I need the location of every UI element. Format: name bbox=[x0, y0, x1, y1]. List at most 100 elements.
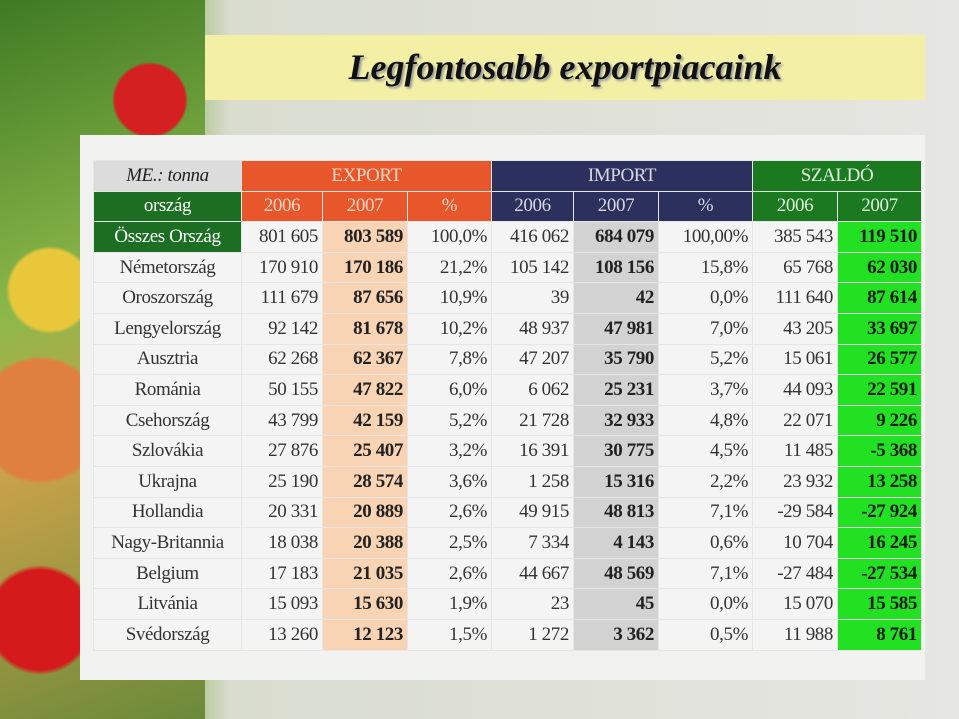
cell: 2,6% bbox=[407, 557, 492, 590]
cell: 43 205 bbox=[752, 312, 838, 345]
cell: 30 775 bbox=[573, 435, 659, 467]
cell: 2006 bbox=[752, 190, 838, 223]
cell: 22 591 bbox=[837, 374, 922, 406]
cell: 21,2% bbox=[407, 251, 492, 284]
cell: Hollandia bbox=[93, 496, 242, 529]
row: Ausztria 62 268 62 367 7,8% 47 207 35 790 5,2%… bbox=[93, 343, 922, 376]
cell: 1,5% bbox=[407, 618, 492, 651]
cell: 2006 bbox=[491, 190, 574, 223]
cell: 87 656 bbox=[322, 282, 408, 314]
row: Litvánia 15 093 15 630 1,9% 23 45 0,0% 15 070 15… bbox=[93, 588, 922, 620]
cell: 45 bbox=[573, 588, 659, 620]
cell: % bbox=[407, 190, 492, 223]
cell: 49 915 bbox=[491, 496, 574, 529]
row: Szlovákia 27 876 25 407 3,2% 16 391 30 775 4,5… bbox=[93, 435, 922, 467]
title-banner bbox=[205, 35, 925, 100]
cell: 48 813 bbox=[573, 496, 659, 529]
cell: 2007 bbox=[837, 190, 922, 223]
cell: 39 bbox=[491, 282, 574, 314]
cell: 803 589 bbox=[322, 221, 408, 253]
cell: 42 bbox=[573, 282, 659, 314]
cell: 13 260 bbox=[241, 618, 323, 651]
cell: 15 061 bbox=[752, 343, 838, 376]
cell: 44 093 bbox=[752, 374, 838, 406]
cell: Ausztria bbox=[93, 343, 242, 376]
cell: 0,0% bbox=[658, 588, 753, 620]
cell: 11 988 bbox=[752, 618, 838, 651]
row: Csehország 43 799 42 159 5,2% 21 728 32 933 4,… bbox=[93, 404, 922, 437]
cell: 5,2% bbox=[407, 404, 492, 437]
cell: -29 584 bbox=[752, 496, 838, 529]
cell: 2,5% bbox=[407, 527, 492, 559]
cell: 0,0% bbox=[658, 282, 753, 314]
cell: 3,7% bbox=[658, 374, 753, 406]
cell: 1 258 bbox=[491, 465, 574, 498]
group-header: IMPORT bbox=[491, 160, 753, 192]
row: Svédország 13 260 12 123 1,5% 1 272 3 362 0,5%… bbox=[93, 618, 922, 651]
cell: 15 585 bbox=[837, 588, 922, 620]
cell: -27 484 bbox=[752, 557, 838, 590]
cell: 4,5% bbox=[658, 435, 753, 467]
cell: Szlovákia bbox=[93, 435, 242, 467]
cell: 48 937 bbox=[491, 312, 574, 345]
cell: 15 070 bbox=[752, 588, 838, 620]
row: Németország 170 910 170 186 21,2% 105 142 108… bbox=[93, 251, 922, 284]
cell: 6 062 bbox=[491, 374, 574, 406]
cell: Csehország bbox=[93, 404, 242, 437]
row: Ukrajna 25 190 28 574 3,6% 1 258 15 316 2,2% 23… bbox=[93, 465, 922, 498]
cell: 20 388 bbox=[322, 527, 408, 559]
title: Legfontosabb exportpiacaink bbox=[348, 47, 782, 87]
cell: 16 391 bbox=[491, 435, 574, 467]
cell: Románia bbox=[93, 374, 242, 406]
cell: 47 207 bbox=[491, 343, 574, 376]
row: Oroszország 111 679 87 656 10,9% 39 42 0,0% 111… bbox=[93, 282, 922, 314]
cell: 7,1% bbox=[658, 557, 753, 590]
cell: 1,9% bbox=[407, 588, 492, 620]
cell: 20 331 bbox=[241, 496, 323, 529]
cell: 48 569 bbox=[573, 557, 659, 590]
cell: 416 062 bbox=[491, 221, 574, 253]
cell: 100,00% bbox=[658, 221, 753, 253]
cell: Összes Ország bbox=[93, 221, 242, 253]
cell: 33 697 bbox=[837, 312, 922, 345]
cell: 25 231 bbox=[573, 374, 659, 406]
row: Összes Ország 801 605 803 589 100,0% 416 062… bbox=[93, 221, 922, 253]
row: Lengyelország 92 142 81 678 10,2% 48 937 47 9… bbox=[93, 312, 922, 345]
cell: 4,8% bbox=[658, 404, 753, 437]
cell: 5,2% bbox=[658, 343, 753, 376]
cell: 17 183 bbox=[241, 557, 323, 590]
cell: 801 605 bbox=[241, 221, 323, 253]
cell: 13 258 bbox=[837, 465, 922, 498]
cell: ország bbox=[93, 190, 242, 223]
cell: 2006 bbox=[241, 190, 323, 223]
cell: 23 bbox=[491, 588, 574, 620]
group-header: SZALDÓ bbox=[752, 160, 922, 192]
cell: 25 407 bbox=[322, 435, 408, 467]
cell: Belgium bbox=[93, 557, 242, 590]
cell: 16 245 bbox=[837, 527, 922, 559]
cell: 111 679 bbox=[241, 282, 323, 314]
cell: 47 981 bbox=[573, 312, 659, 345]
cell: 25 190 bbox=[241, 465, 323, 498]
cell: 111 640 bbox=[752, 282, 838, 314]
cell: 119 510 bbox=[837, 221, 922, 253]
cell: Lengyelország bbox=[93, 312, 242, 345]
cell: 11 485 bbox=[752, 435, 838, 467]
cell: 20 889 bbox=[322, 496, 408, 529]
cell: 15 316 bbox=[573, 465, 659, 498]
cell: 50 155 bbox=[241, 374, 323, 406]
cell: 0,5% bbox=[658, 618, 753, 651]
cell: 7,8% bbox=[407, 343, 492, 376]
cell: 27 876 bbox=[241, 435, 323, 467]
cell: 62 367 bbox=[322, 343, 408, 376]
cell: 7,0% bbox=[658, 312, 753, 345]
group-row: ME.: tonna EXPORT IMPORT SZALDÓ bbox=[93, 160, 922, 192]
cell: 7 334 bbox=[491, 527, 574, 559]
cell: 105 142 bbox=[491, 251, 574, 284]
cell: 9 226 bbox=[837, 404, 922, 437]
cell: 15,8% bbox=[658, 251, 753, 284]
cell: 2,6% bbox=[407, 496, 492, 529]
cell: Nagy-Britannia bbox=[93, 527, 242, 559]
column-row: ország 2006 2007% 2006 2007% 2006 2007 bbox=[93, 190, 922, 223]
